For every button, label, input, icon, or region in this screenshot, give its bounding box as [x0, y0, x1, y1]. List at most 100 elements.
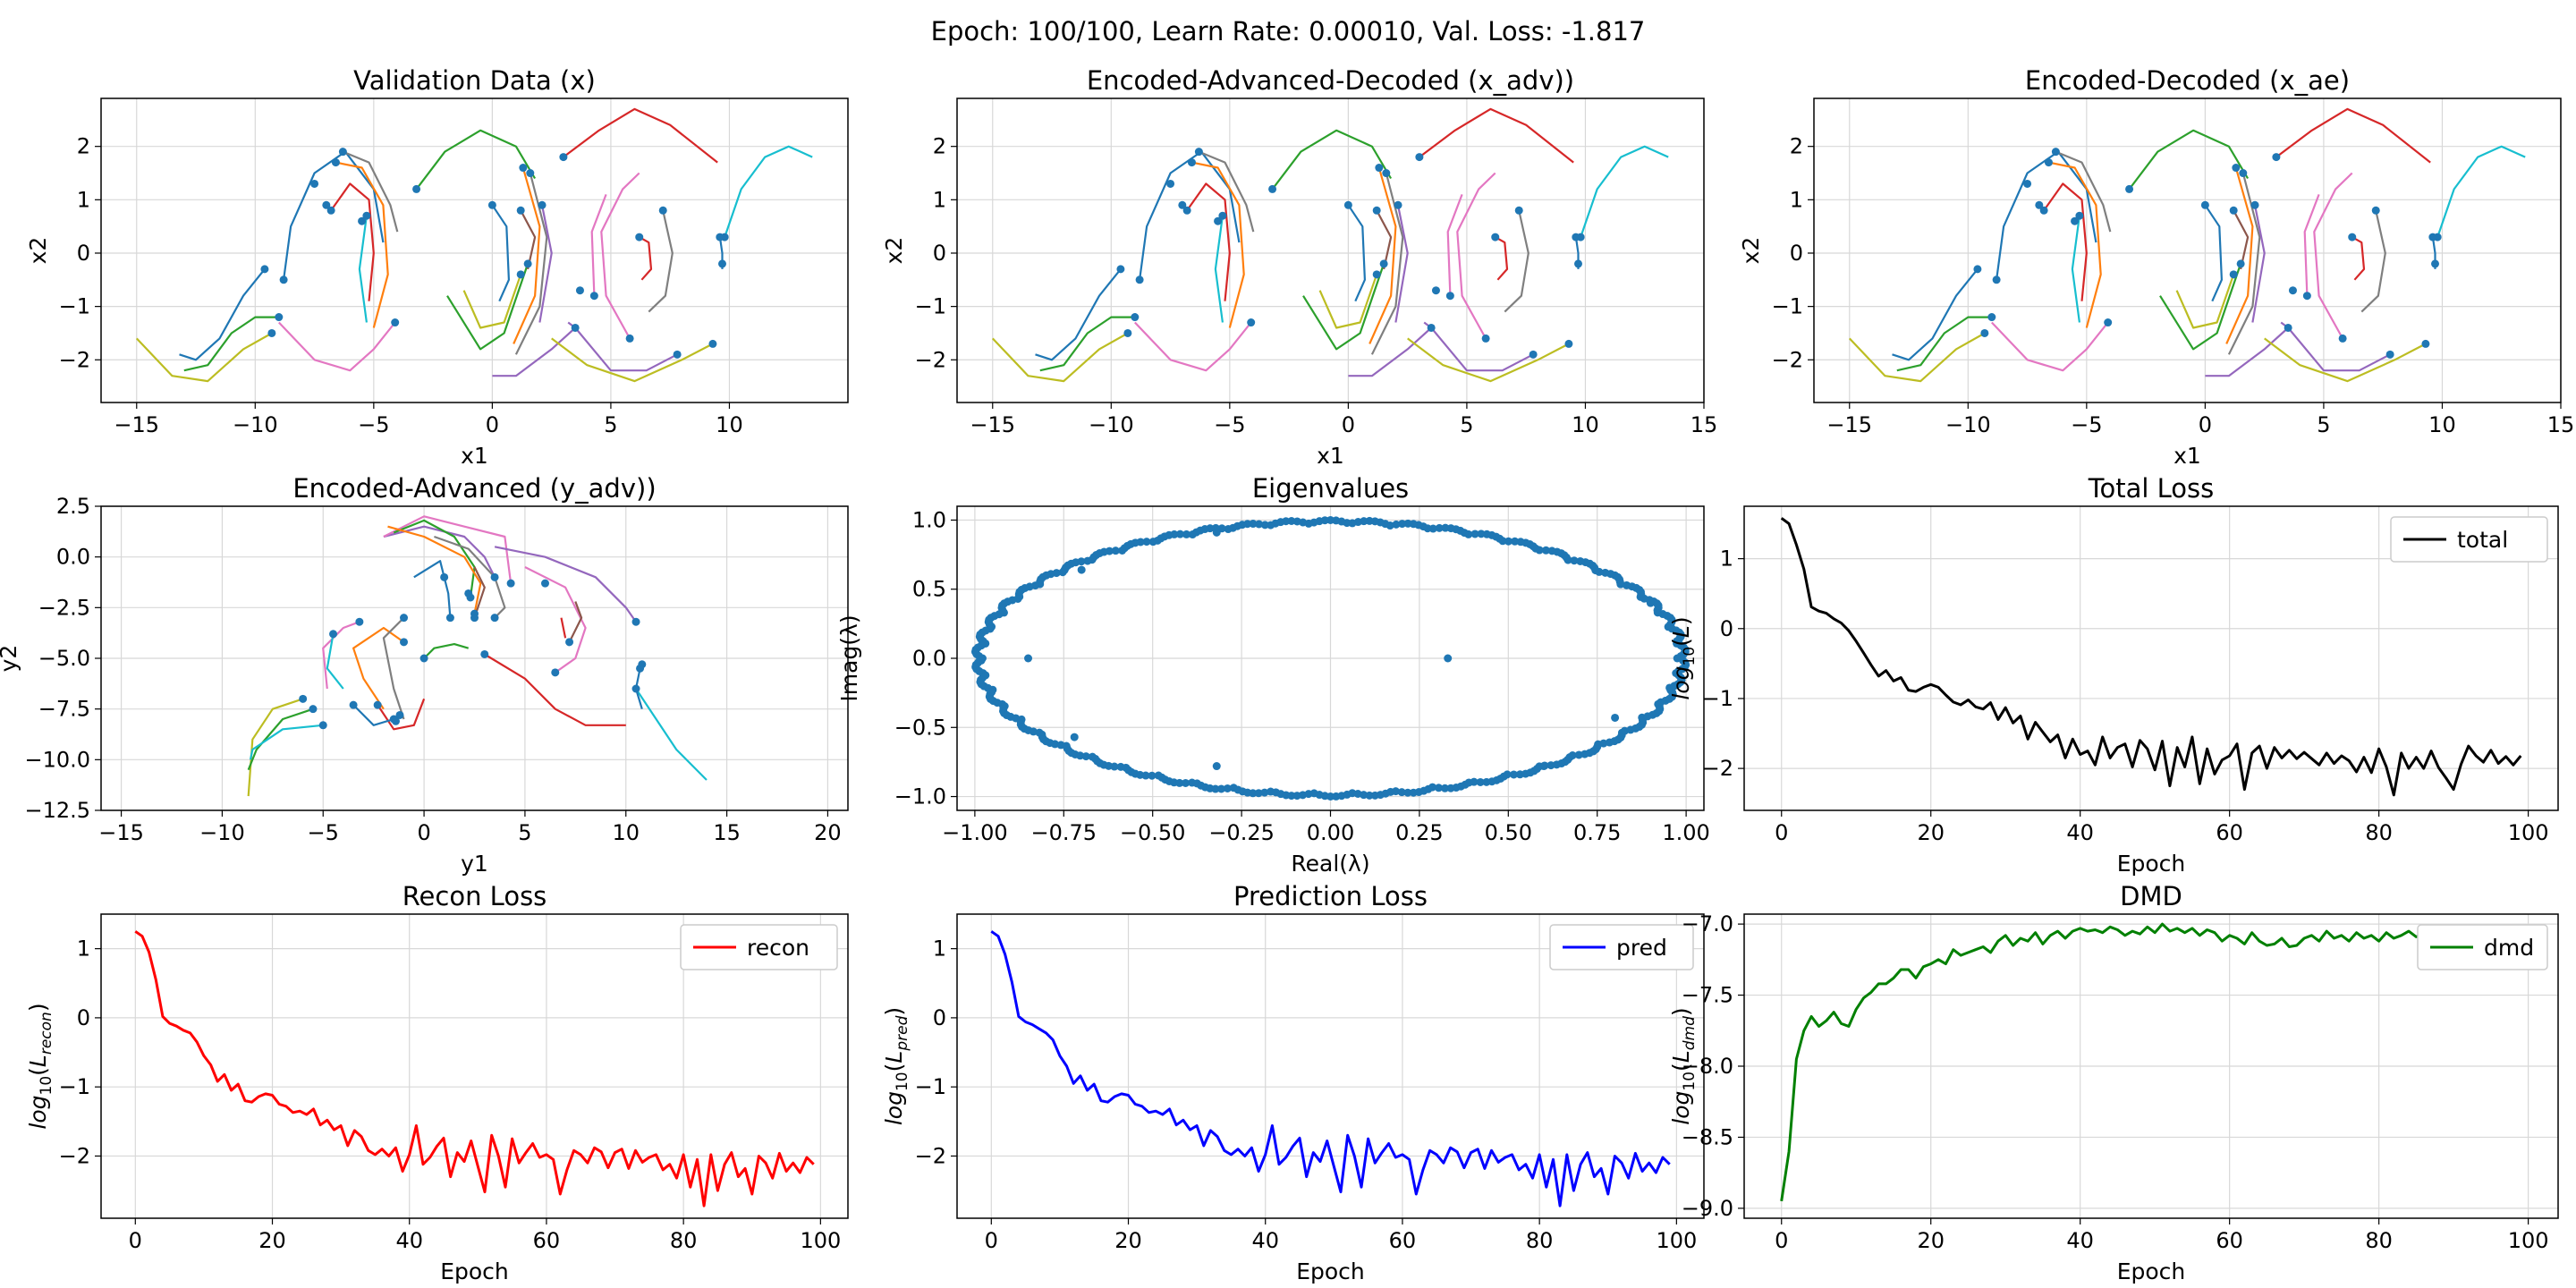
trajectory-line [136, 332, 273, 383]
chart-adv-decoded: −15 −10 −5 0 5 10 15−2−1012Encoded-Advanced-De… [881, 65, 1717, 469]
eigenvalue-point [1024, 654, 1033, 663]
trajectory-line [446, 263, 530, 351]
eigenvalue-point [1541, 546, 1550, 555]
x-tick-label: −10 [233, 412, 278, 437]
trajectory-line [183, 316, 279, 372]
trajectory-line [1376, 209, 1393, 270]
x-axis-label: Epoch [2117, 1258, 2186, 1284]
trajectory-line [639, 236, 653, 281]
trajectory-line [1271, 129, 1393, 191]
trajectory-line [1849, 332, 1986, 383]
initial-point [309, 705, 318, 714]
eigenvalue-point [1058, 568, 1067, 577]
trajectory-line [538, 205, 553, 323]
trajectory-line [326, 633, 344, 690]
eigenvalue-point [1570, 556, 1579, 565]
y-axis-label: log10(L) [1668, 616, 1699, 699]
initial-point [395, 710, 404, 719]
trajectory-line [1039, 316, 1135, 372]
eigenvalue-point [1397, 788, 1406, 797]
x-axis-label: Epoch [1296, 1258, 1365, 1284]
y-axis-label: log10(Ldmd) [1668, 1007, 1699, 1124]
trajectory-line [1419, 107, 1574, 164]
trajectory-line [1504, 210, 1530, 313]
x-tick-label: 20 [258, 1228, 286, 1253]
eigenvalue-point [1365, 516, 1374, 525]
initial-point [516, 270, 525, 279]
trajectory-line [1446, 194, 1463, 296]
eigenvalue-point [1077, 565, 1086, 574]
y-tick-label: −8.5 [1682, 1124, 1733, 1149]
initial-point [2232, 164, 2241, 173]
trajectory-line [2313, 172, 2353, 339]
initial-point [279, 275, 288, 284]
y-tick-label: −8.0 [1682, 1054, 1733, 1079]
trajectory-line [1139, 150, 1241, 280]
initial-point [1123, 328, 1132, 337]
initial-point [575, 286, 584, 295]
x-tick-label: −5 [358, 412, 389, 437]
trajectory-line [2175, 274, 2235, 329]
eigenvalue-point [1392, 520, 1401, 529]
loss-line [134, 930, 815, 1208]
plot-area [970, 515, 1690, 801]
initial-point [708, 339, 717, 348]
trajectory-line [1407, 337, 1570, 383]
axes-frame [1743, 913, 2559, 1219]
initial-point [349, 700, 358, 709]
initial-point [1491, 233, 1500, 242]
eigenvalue-point [1175, 530, 1184, 538]
trajectory-line [648, 210, 674, 313]
initial-point [2075, 211, 2084, 220]
initial-point [718, 259, 727, 268]
eigenvalue-point [1212, 528, 1221, 537]
trajectory-line [551, 337, 714, 383]
trajectory-line [342, 150, 399, 233]
y-axis-label: x2 [1738, 237, 1764, 265]
x-tick-label: 5 [518, 820, 531, 845]
trajectory-line [568, 601, 583, 643]
chart-title: Eigenvalues [1252, 473, 1409, 504]
eigenvalue-point [1216, 784, 1225, 793]
initial-point [275, 313, 284, 322]
eigenvalue-point [1254, 789, 1263, 798]
trajectory-line [513, 167, 541, 344]
initial-point [326, 206, 335, 215]
x-tick-label: 20 [1917, 1228, 1945, 1253]
x-tick-label: −15 [114, 412, 159, 437]
y-tick-label: −2 [59, 347, 90, 372]
initial-point [1372, 270, 1381, 279]
eigenvalue-point [1111, 547, 1120, 555]
trajectory-line [358, 216, 368, 323]
eigenvalue-point [1435, 784, 1444, 792]
chart-title: Encoded-Advanced (y_adv)) [292, 473, 656, 504]
initial-point [2044, 158, 2053, 167]
eigenvalue-point [1428, 783, 1437, 792]
initial-point [267, 328, 276, 337]
eigenvalue-point [1211, 784, 1220, 793]
initial-point [1415, 153, 1424, 162]
trajectory-line [352, 704, 394, 726]
eigenvalue-point [1679, 656, 1688, 665]
initial-point [538, 200, 547, 209]
trajectory-line [1580, 145, 1669, 238]
eigenvalue-point [1292, 517, 1301, 526]
y-tick-label: 1 [77, 187, 90, 212]
x-tick-label: 80 [1526, 1228, 1554, 1253]
trajectory-line [1302, 263, 1385, 351]
trajectory-line [2205, 326, 2289, 377]
y-tick-label: 0 [77, 241, 90, 266]
x-tick-label: 15 [1690, 412, 1718, 437]
y-tick-label: 1 [1720, 547, 1733, 572]
initial-point [1268, 184, 1277, 193]
eigenvalue-point [1326, 792, 1335, 801]
trajectory-line [2233, 209, 2250, 270]
trajectory-line [1991, 321, 2109, 372]
plot-area [1780, 922, 2521, 1202]
x-tick-label: −5 [308, 820, 339, 845]
initial-point [1247, 318, 1256, 327]
x-tick-label: 60 [533, 1228, 561, 1253]
x-tick-label: 100 [2508, 1228, 2549, 1253]
y-tick-label: 0.0 [912, 646, 946, 671]
trajectory-line [560, 617, 567, 639]
